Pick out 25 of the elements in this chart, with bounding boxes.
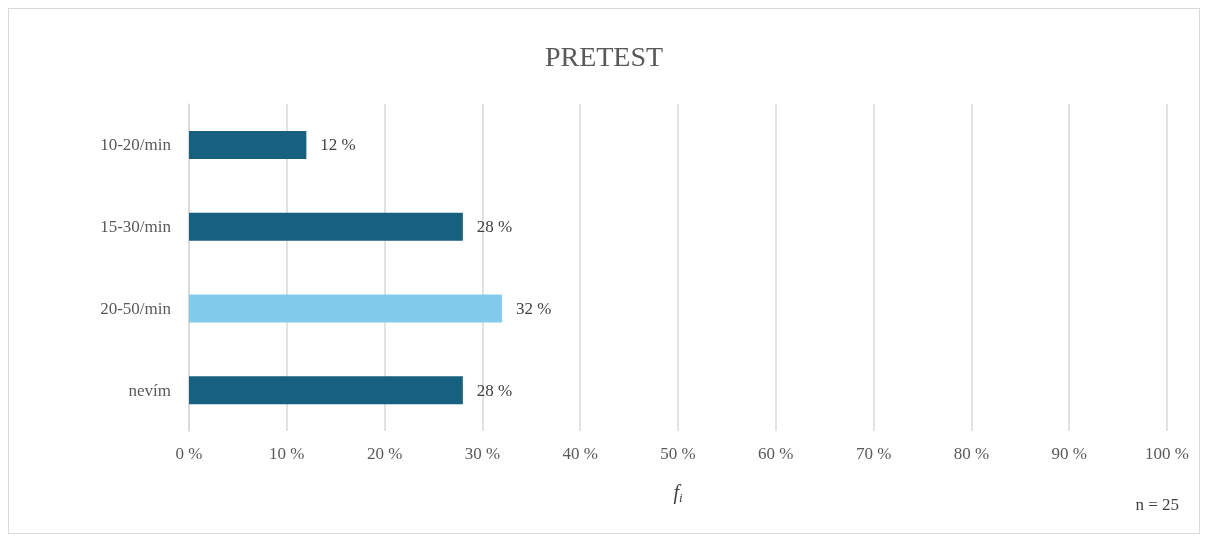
x-tick-label: 60 % — [758, 444, 794, 463]
bar — [189, 376, 463, 405]
x-tick-label: 70 % — [855, 444, 892, 463]
data-label: 12 % — [320, 135, 356, 155]
x-tick-label: 10 % — [269, 444, 305, 463]
bar — [189, 130, 307, 159]
x-tick-label: 20 % — [366, 444, 403, 463]
x-tick-label: 30 % — [464, 444, 501, 463]
y-tick-label: 10-20/min — [100, 135, 172, 155]
x-tick-label: 100 % — [1145, 444, 1189, 463]
text: n = 25 — [1135, 495, 1180, 514]
x-tick-label: 0 % — [175, 444, 203, 463]
y-tick-label: 20-50/min — [100, 298, 172, 318]
x-tick-label: 90 % — [1051, 444, 1087, 463]
bar — [189, 294, 502, 323]
x-tick-label: 40 % — [562, 444, 598, 463]
data-label: 32 % — [515, 298, 552, 318]
chart-title: PRETEST — [544, 40, 664, 72]
y-tick-label: 15-30/min — [100, 217, 172, 237]
data-label: 28 % — [476, 380, 513, 400]
x-tick-label: 80 % — [953, 444, 990, 463]
data-label: 28 % — [476, 217, 513, 237]
bar — [189, 212, 463, 241]
y-tick-label: nevím — [128, 380, 171, 400]
x-tick-label: 50 % — [660, 444, 696, 463]
